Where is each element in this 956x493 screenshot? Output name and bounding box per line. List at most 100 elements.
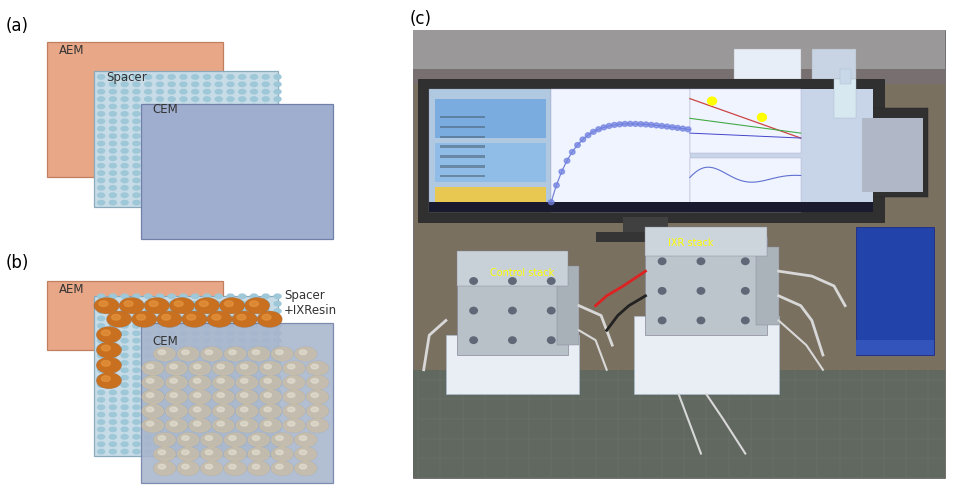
Circle shape [215, 376, 222, 380]
Circle shape [144, 141, 152, 146]
Circle shape [274, 427, 281, 432]
Circle shape [170, 298, 194, 313]
Circle shape [262, 186, 270, 190]
Circle shape [98, 105, 104, 109]
Bar [645, 237, 768, 335]
Circle shape [250, 309, 257, 314]
Circle shape [204, 141, 210, 146]
Circle shape [191, 331, 199, 335]
Circle shape [274, 105, 281, 109]
Circle shape [180, 200, 187, 205]
Circle shape [204, 435, 210, 439]
Circle shape [133, 450, 140, 454]
Circle shape [227, 412, 234, 417]
Circle shape [101, 330, 110, 336]
Circle shape [186, 315, 196, 320]
Circle shape [272, 347, 293, 360]
Circle shape [241, 393, 248, 397]
Circle shape [144, 435, 152, 439]
Circle shape [121, 178, 128, 183]
Circle shape [154, 447, 176, 461]
Circle shape [144, 75, 152, 79]
Circle shape [215, 309, 222, 314]
Circle shape [307, 404, 328, 418]
Circle shape [220, 298, 244, 313]
Circle shape [215, 156, 222, 161]
Circle shape [144, 383, 152, 387]
Circle shape [144, 450, 152, 454]
Circle shape [262, 317, 270, 321]
Circle shape [157, 75, 163, 79]
Circle shape [212, 404, 234, 418]
Circle shape [144, 442, 152, 447]
Circle shape [547, 277, 555, 285]
Circle shape [224, 347, 247, 361]
Circle shape [157, 317, 163, 321]
Circle shape [239, 317, 246, 321]
Circle shape [250, 193, 257, 198]
Circle shape [180, 376, 187, 380]
Circle shape [180, 353, 187, 358]
Circle shape [133, 97, 140, 102]
Circle shape [307, 361, 328, 375]
Circle shape [227, 353, 234, 358]
Circle shape [144, 368, 152, 373]
Circle shape [204, 156, 210, 161]
Circle shape [141, 361, 164, 375]
Circle shape [274, 294, 281, 298]
Bar [457, 266, 568, 355]
Circle shape [212, 419, 234, 432]
Circle shape [121, 442, 128, 447]
Circle shape [133, 346, 140, 350]
Circle shape [144, 412, 152, 417]
Circle shape [168, 134, 175, 139]
Circle shape [165, 404, 187, 418]
Circle shape [121, 90, 128, 94]
Circle shape [157, 164, 163, 168]
Circle shape [239, 294, 246, 298]
Circle shape [157, 301, 163, 306]
Circle shape [144, 338, 152, 343]
Circle shape [250, 346, 257, 350]
Circle shape [191, 435, 199, 439]
Circle shape [133, 178, 140, 183]
Circle shape [157, 405, 163, 409]
Circle shape [146, 364, 154, 369]
Circle shape [250, 405, 257, 409]
Circle shape [144, 127, 152, 131]
Circle shape [193, 407, 201, 412]
Circle shape [169, 298, 194, 314]
Circle shape [250, 420, 257, 424]
Circle shape [144, 317, 152, 321]
Circle shape [133, 294, 140, 298]
Circle shape [133, 338, 140, 343]
Circle shape [157, 346, 163, 350]
Circle shape [250, 412, 257, 417]
Circle shape [554, 183, 559, 188]
Circle shape [109, 405, 117, 409]
Circle shape [204, 331, 210, 335]
Circle shape [132, 312, 157, 327]
Circle shape [191, 346, 199, 350]
Circle shape [157, 97, 163, 102]
Circle shape [274, 368, 281, 373]
Circle shape [188, 376, 211, 389]
Circle shape [133, 309, 140, 314]
Circle shape [215, 405, 222, 409]
Circle shape [191, 301, 199, 306]
Text: CEM: CEM [153, 335, 179, 348]
Circle shape [109, 427, 117, 432]
Circle shape [627, 121, 633, 126]
Circle shape [204, 178, 210, 183]
Circle shape [98, 200, 104, 205]
Circle shape [98, 149, 104, 153]
Circle shape [250, 127, 257, 131]
Circle shape [183, 312, 206, 327]
Circle shape [622, 121, 628, 126]
Circle shape [236, 376, 258, 389]
Circle shape [262, 338, 270, 343]
Circle shape [180, 171, 187, 176]
Circle shape [204, 105, 210, 109]
Circle shape [121, 376, 128, 380]
Circle shape [250, 301, 258, 307]
